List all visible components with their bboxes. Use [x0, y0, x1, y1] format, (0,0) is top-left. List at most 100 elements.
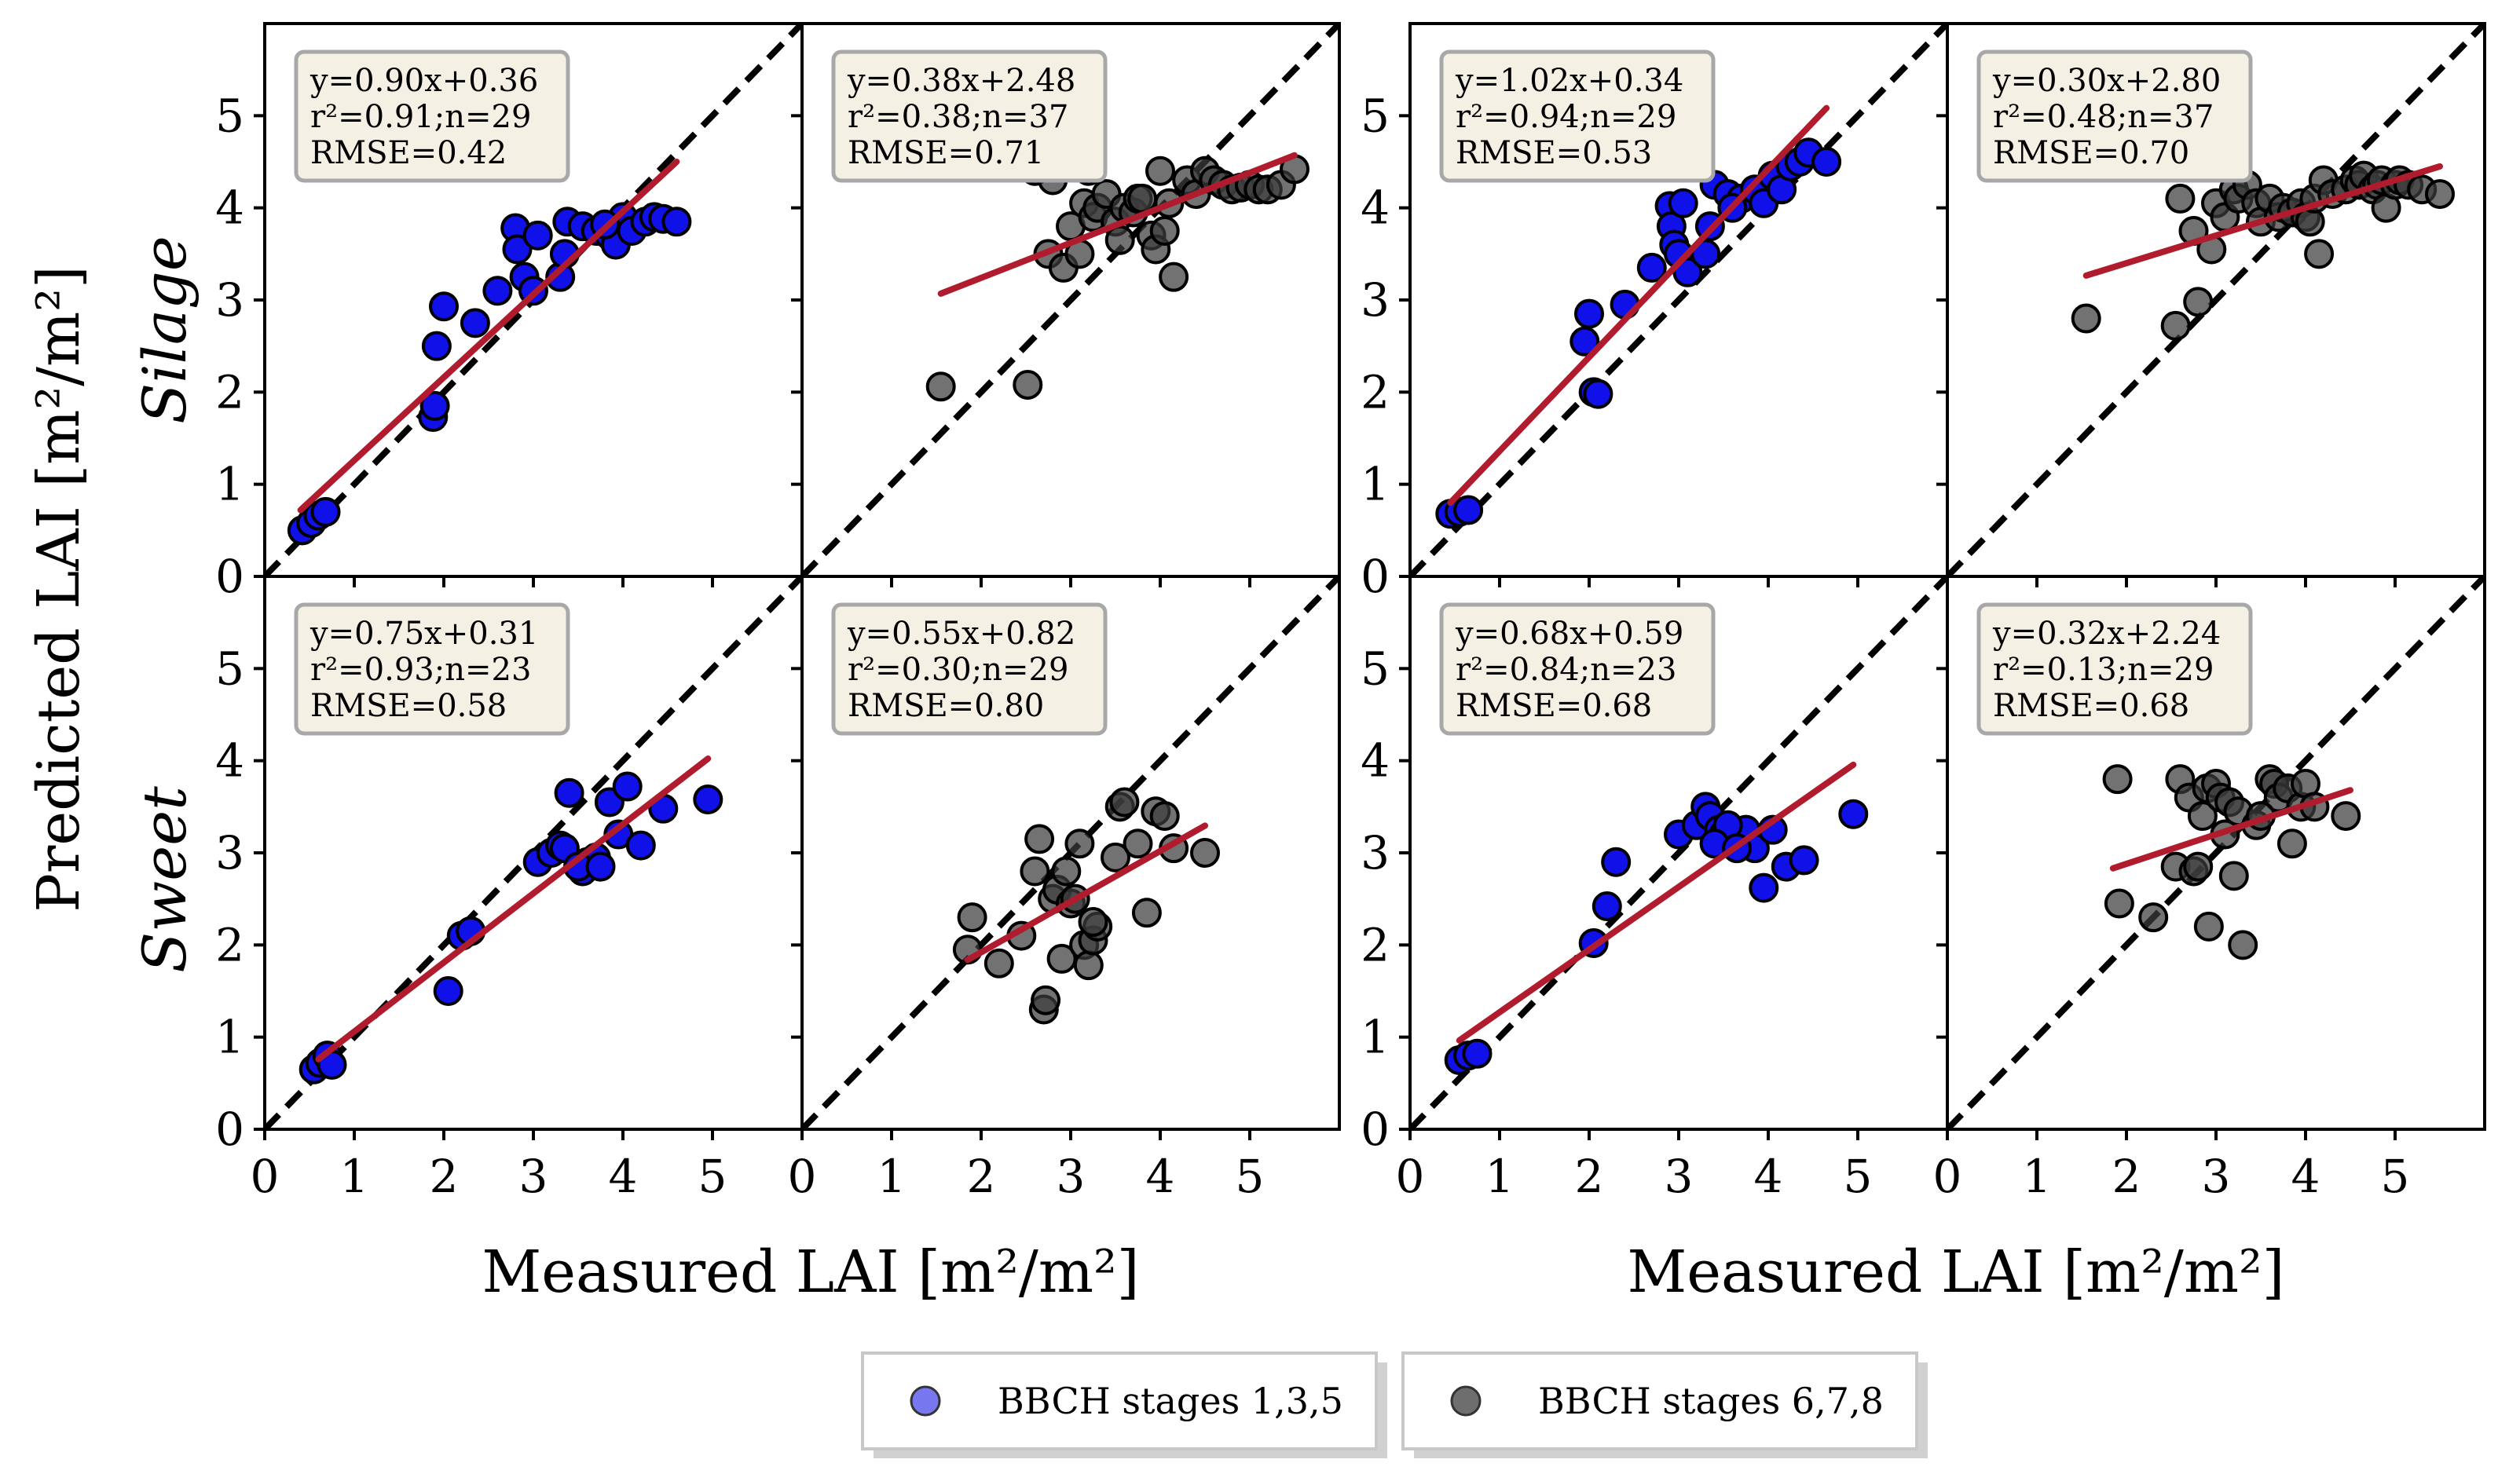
stat-r2: r²=0.48;n=37 — [1993, 99, 2214, 135]
data-point — [2218, 861, 2249, 891]
data-point — [1073, 950, 1104, 981]
data-point — [460, 308, 490, 338]
y-tick-label: 3 — [1361, 826, 1390, 880]
stat-eq: y=1.02x+0.34 — [1455, 63, 1683, 99]
data-point — [419, 390, 450, 421]
stat-eq: y=0.30x+2.80 — [1992, 63, 2221, 99]
legend-box-2 — [1401, 1351, 1918, 1450]
data-point — [925, 371, 956, 402]
data-point — [612, 771, 643, 802]
panel-plot-area — [802, 576, 1339, 1129]
legend-box-1 — [861, 1351, 1378, 1450]
y-tick-label: 1 — [1361, 458, 1390, 511]
data-point — [1574, 298, 1604, 329]
x-tick-label: 4 — [2291, 1150, 2320, 1203]
panel-plot-area — [265, 24, 802, 576]
x-tick-label: 5 — [1236, 1150, 1265, 1203]
data-point — [585, 851, 616, 882]
data-point — [1749, 872, 1779, 903]
data-point — [433, 976, 463, 1006]
stat-r2: r²=0.38;n=37 — [848, 99, 1068, 135]
x-tick-label: 3 — [1665, 1150, 1694, 1203]
axis-labels: Predicted LAI [m²/m²] Silage Sweet Measu… — [25, 236, 2285, 1306]
data-point — [2071, 303, 2101, 334]
data-point — [2276, 828, 2307, 859]
y-tick-label: 4 — [1361, 181, 1390, 235]
stat-eq: y=0.32x+2.24 — [1992, 616, 2221, 652]
fit-line — [2082, 163, 2443, 279]
y-tick-label: 5 — [215, 642, 244, 695]
stat-rmse: RMSE=0.58 — [310, 688, 507, 724]
stat-r2: r²=0.94;n=29 — [1456, 99, 1676, 135]
fit-line — [1456, 761, 1857, 1044]
identity-line — [1947, 24, 2485, 576]
x-tick-label: 2 — [430, 1150, 459, 1203]
stats-box — [831, 49, 1108, 183]
data-point — [1145, 155, 1175, 186]
stat-r2: r²=0.84;n=23 — [1456, 652, 1676, 688]
fit-line — [2109, 787, 2353, 872]
data-point — [2183, 287, 2214, 317]
data-point — [2183, 851, 2214, 882]
stat-rmse: RMSE=0.53 — [1456, 135, 1652, 171]
row-label-sweet: Sweet — [130, 786, 200, 973]
data-point — [2160, 310, 2191, 341]
legend-marker-early — [910, 1385, 941, 1417]
stat-eq: y=0.68x+0.59 — [1455, 616, 1683, 652]
data-point — [1064, 828, 1095, 859]
y-tick-label: 0 — [1361, 550, 1390, 603]
data-point — [1051, 856, 1082, 887]
stats-box — [1439, 49, 1716, 183]
data-point — [1104, 225, 1135, 255]
data-point — [1013, 369, 1043, 400]
data-point — [1668, 188, 1698, 218]
data-point — [1601, 847, 1632, 877]
data-point — [1131, 898, 1162, 928]
y-tick-label: 3 — [215, 273, 244, 327]
y-axis-title: Predicted LAI [m²/m²] — [25, 265, 93, 913]
data-point — [1078, 907, 1108, 937]
data-point — [1149, 216, 1180, 246]
stats-box — [294, 602, 570, 736]
stat-rmse: RMSE=0.70 — [1993, 135, 2189, 171]
x-tick-label: 2 — [1575, 1150, 1604, 1203]
data-point — [2138, 902, 2169, 933]
data-point — [522, 220, 553, 251]
data-point — [1123, 828, 1153, 859]
data-point — [1109, 787, 1140, 817]
data-point — [1159, 262, 1189, 292]
data-point — [1811, 147, 1842, 177]
identity-line — [802, 24, 1339, 576]
y-tick-label: 4 — [1361, 734, 1390, 788]
y-tick-label: 2 — [215, 365, 244, 419]
data-point — [957, 902, 987, 933]
y-tick-label: 2 — [1361, 918, 1390, 971]
fit-line — [964, 822, 1208, 964]
data-point — [1690, 239, 1721, 269]
y-tick-label: 1 — [215, 458, 244, 511]
legend-label-early: BBCH stages 1,3,5 — [998, 1380, 1343, 1422]
y-tick-label: 1 — [1361, 1011, 1390, 1064]
data-point — [983, 948, 1014, 978]
data-point — [661, 207, 692, 237]
fit-line — [297, 159, 680, 514]
x-tick-label: 0 — [788, 1150, 817, 1203]
panel-grid: y=0.90x+0.36r²=0.91;n=29RMSE=0.42012345y… — [215, 22, 2486, 1203]
panel-plot-area — [1410, 24, 1947, 576]
data-point — [310, 496, 341, 527]
x-tick-label: 1 — [340, 1150, 369, 1203]
fit-line — [315, 755, 712, 1063]
x-tick-label: 4 — [609, 1150, 638, 1203]
x-tick-label: 0 — [251, 1150, 280, 1203]
data-point — [625, 830, 656, 861]
data-point — [482, 276, 513, 306]
data-point — [2331, 801, 2361, 832]
data-point — [1591, 891, 1622, 922]
legend: BBCH stages 1,3,5 BBCH stages 6,7,8 — [861, 1351, 1928, 1458]
